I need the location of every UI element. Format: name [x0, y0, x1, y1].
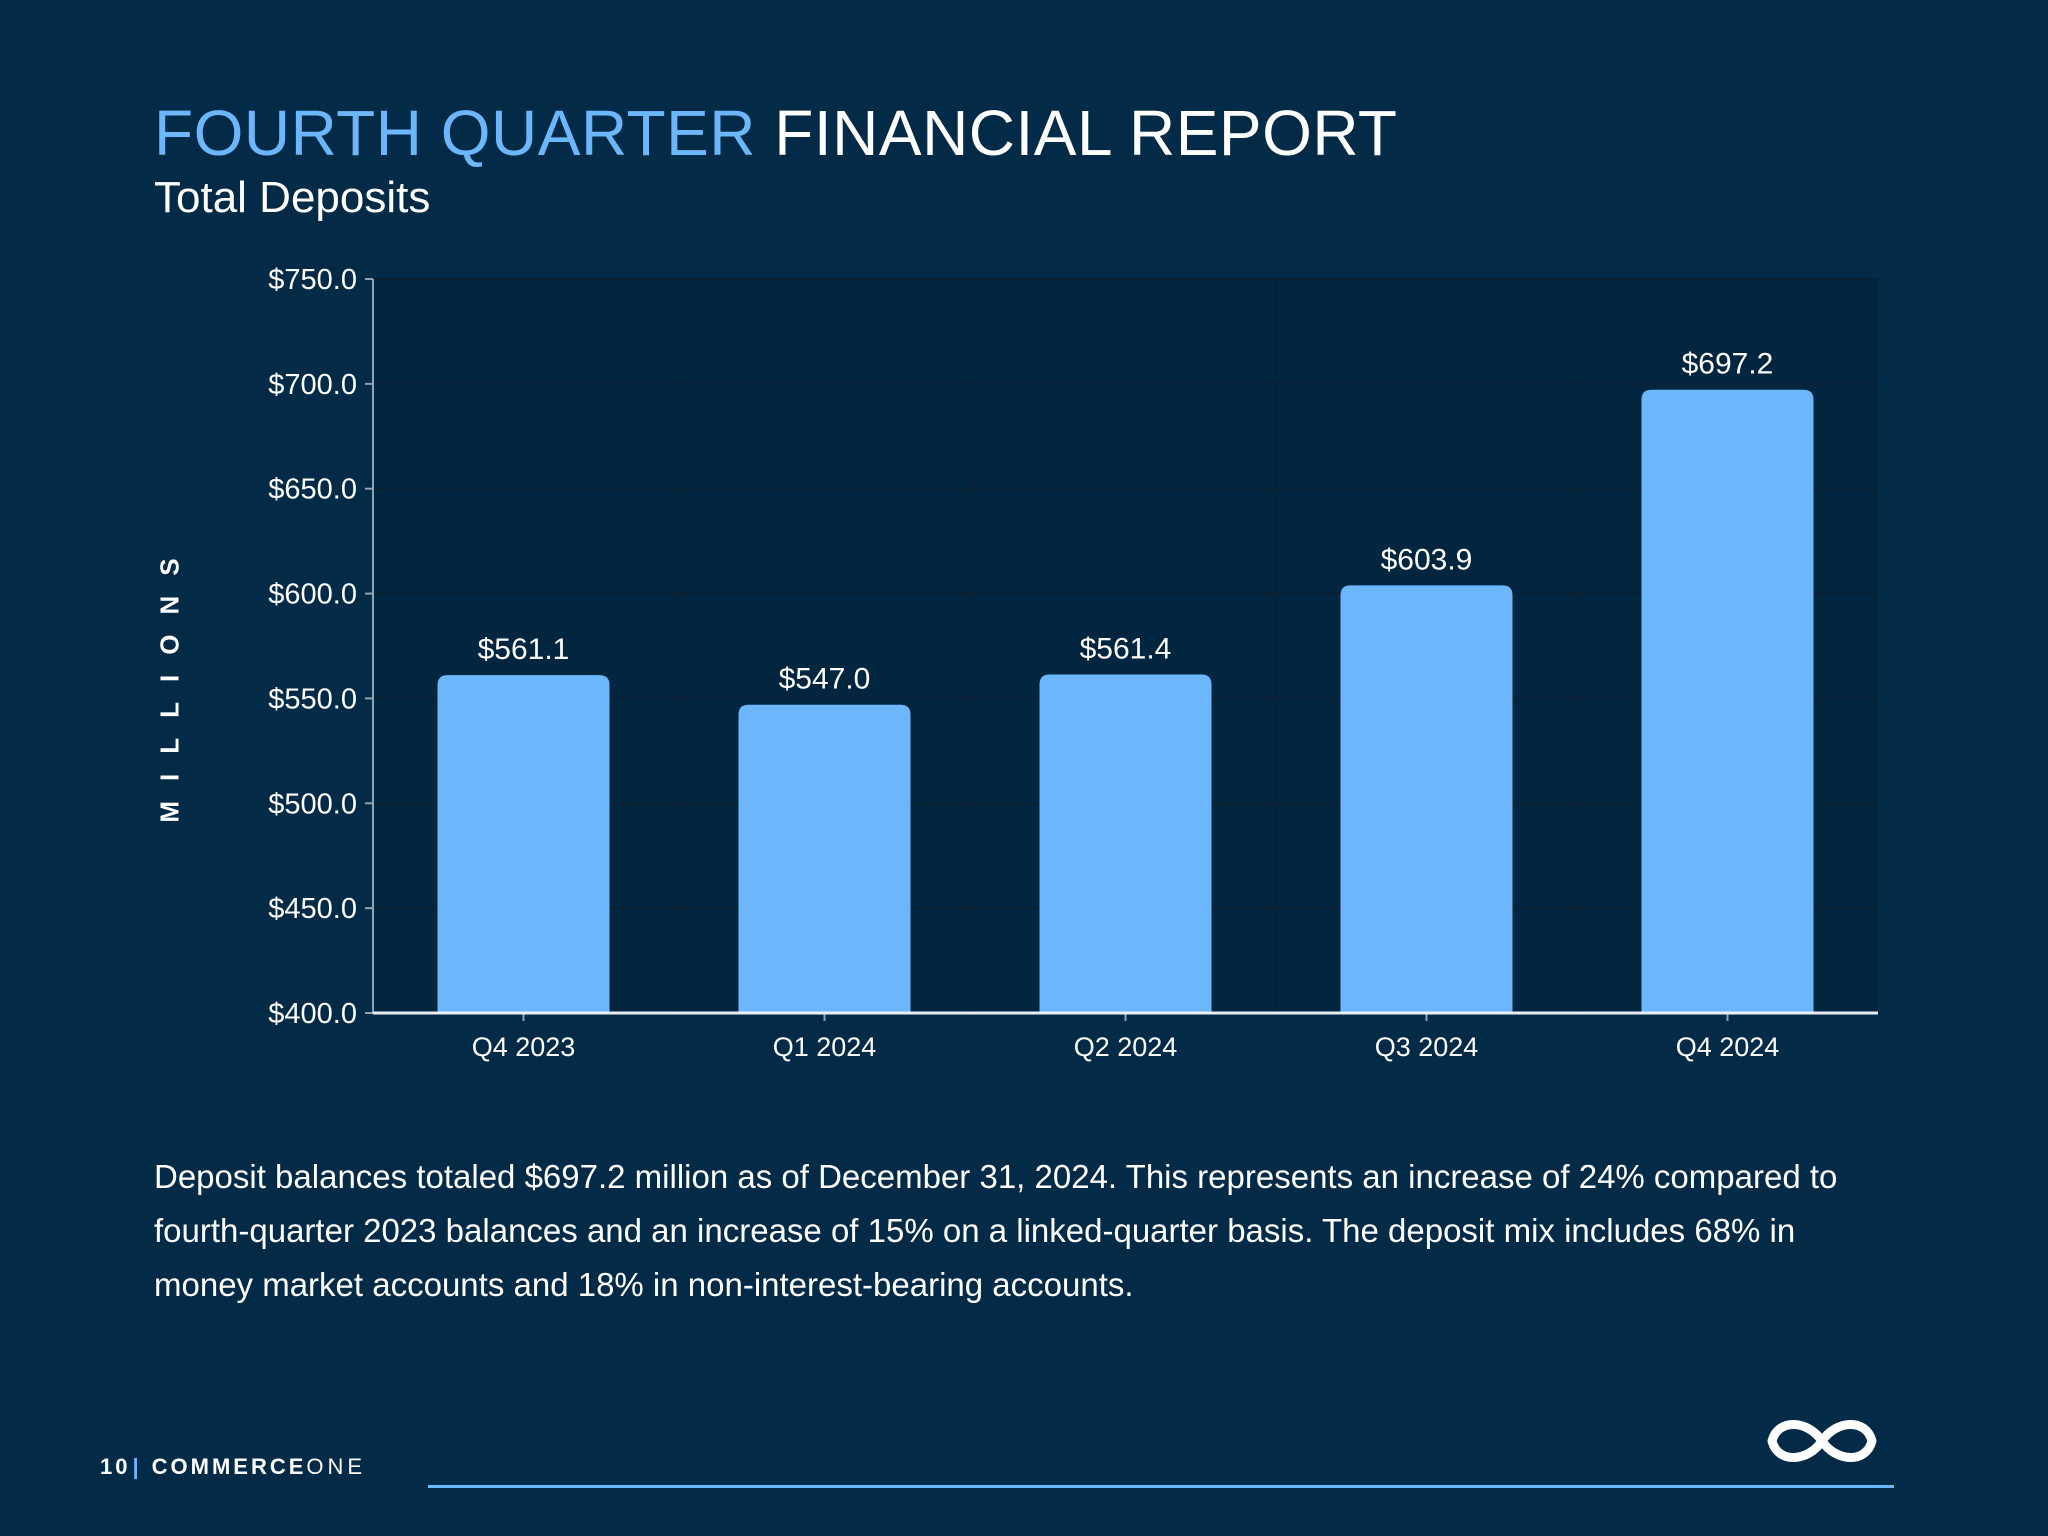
y-tick-label: $700.0	[268, 369, 357, 401]
brand-name-bold: COMMERCE	[151, 1454, 307, 1479]
brand-name-light: ONE	[306, 1454, 367, 1479]
slide-title: FOURTH QUARTER FINANCIAL REPORT	[154, 96, 1398, 170]
bar-data-label: $561.1	[478, 633, 570, 666]
page-number: 10	[100, 1454, 131, 1479]
bar	[1039, 674, 1212, 1013]
y-tick-label: $600.0	[268, 579, 357, 611]
bar-data-label: $561.4	[1080, 633, 1172, 666]
y-tick-label: $450.0	[268, 893, 357, 925]
y-tick-label: $750.0	[268, 264, 357, 296]
bar-data-label: $603.9	[1381, 543, 1473, 576]
bar	[738, 704, 911, 1013]
x-tick-label: Q3 2024	[1375, 1032, 1479, 1062]
infinity-icon	[1767, 1420, 1877, 1462]
description-text: Deposit balances totaled $697.2 million …	[154, 1158, 1838, 1303]
title-accent: FOURTH QUARTER	[154, 97, 756, 169]
bar-data-label: $697.2	[1682, 348, 1774, 381]
slide-subtitle: Total Deposits	[154, 173, 431, 222]
x-tick-label: Q4 2023	[472, 1032, 576, 1062]
footer: 10 | COMMERCE ONE	[100, 1454, 366, 1480]
y-tick-label: $550.0	[268, 683, 357, 715]
y-tick-label: $500.0	[268, 788, 357, 820]
deposits-bar-chart: $400.0 $450.0 $500.0 $550.0 $600.0 $650.0 $700…	[268, 264, 1878, 1062]
bar	[1340, 585, 1513, 1013]
footer-separator: |	[132, 1454, 142, 1479]
y-tick-label: $650.0	[268, 474, 357, 506]
footer-rule	[428, 1485, 1894, 1488]
bar	[1641, 389, 1814, 1014]
x-tick-label: Q4 2024	[1676, 1032, 1780, 1062]
y-tick-label: $400.0	[268, 998, 357, 1030]
x-tick-label: Q2 2024	[1074, 1032, 1178, 1062]
bar	[437, 675, 610, 1013]
title-rest: FINANCIAL REPORT	[774, 97, 1398, 169]
bar-data-label: $547.0	[779, 663, 871, 696]
x-tick-label: Q1 2024	[773, 1032, 877, 1062]
